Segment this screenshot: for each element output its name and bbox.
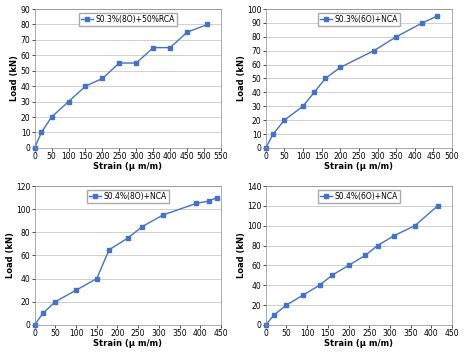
S0.4%(8O)+NCA (53, 299, 58, 304)
S0.3%(8O)+50%RCA (100, 76, 105, 81)
S0.3%(6O)+NCA (270, 132, 276, 136)
X-axis label: Strain (μ m/m): Strain (μ m/m) (93, 339, 162, 348)
S0.3%(8O)+50%RCA (66, 99, 71, 104)
S0.4%(8O)+NCA (206, 199, 212, 203)
Legend: S0.4%(6O)+NCA: S0.4%(6O)+NCA (318, 190, 400, 204)
S0.4%(6O)+NCA (346, 263, 352, 268)
S0.3%(6O)+NCA (419, 21, 425, 25)
S0.3%(8O)+50%RCA (205, 22, 210, 27)
S0.4%(6O)+NCA (329, 273, 335, 278)
S0.3%(6O)+NCA (300, 104, 306, 108)
Line: S0.3%(8O)+50%RCA: S0.3%(8O)+50%RCA (33, 23, 209, 150)
S0.4%(8O)+NCA (125, 236, 131, 240)
S0.4%(6O)+NCA (435, 204, 440, 208)
S0.3%(8O)+50%RCA (151, 46, 156, 50)
Line: S0.4%(8O)+NCA: S0.4%(8O)+NCA (33, 196, 219, 327)
S0.4%(8O)+NCA (32, 323, 37, 327)
S0.4%(6O)+NCA (271, 313, 277, 317)
X-axis label: Strain (μ m/m): Strain (μ m/m) (325, 339, 393, 348)
S0.3%(6O)+NCA (282, 118, 287, 122)
S0.4%(6O)+NCA (375, 244, 380, 248)
S0.3%(6O)+NCA (371, 48, 377, 53)
Y-axis label: Load (kN): Load (kN) (6, 233, 14, 278)
Legend: S0.3%(6O)+NCA: S0.3%(6O)+NCA (318, 13, 400, 27)
S0.3%(8O)+50%RCA (49, 115, 54, 119)
S0.4%(8O)+NCA (140, 224, 145, 229)
S0.3%(6O)+NCA (312, 90, 317, 95)
Y-axis label: Load (kN): Load (kN) (10, 56, 20, 101)
X-axis label: Strain (μ m/m): Strain (μ m/m) (325, 162, 393, 171)
S0.4%(6O)+NCA (392, 234, 397, 238)
Line: S0.3%(6O)+NCA: S0.3%(6O)+NCA (264, 14, 439, 150)
S0.3%(8O)+50%RCA (32, 146, 37, 150)
S0.4%(8O)+NCA (73, 288, 79, 292)
Legend: S0.3%(8O)+50%RCA: S0.3%(8O)+50%RCA (79, 13, 177, 27)
S0.3%(8O)+50%RCA (117, 61, 122, 65)
S0.3%(6O)+NCA (263, 146, 268, 150)
S0.3%(8O)+50%RCA (83, 84, 88, 88)
S0.4%(8O)+NCA (214, 195, 219, 200)
Line: S0.4%(6O)+NCA: S0.4%(6O)+NCA (264, 204, 439, 327)
S0.4%(8O)+NCA (160, 213, 166, 217)
Legend: S0.4%(8O)+NCA: S0.4%(8O)+NCA (87, 190, 169, 204)
S0.3%(6O)+NCA (338, 65, 343, 69)
S0.4%(6O)+NCA (284, 303, 289, 307)
S0.3%(8O)+50%RCA (184, 30, 190, 34)
S0.4%(6O)+NCA (362, 253, 368, 258)
S0.4%(8O)+NCA (106, 247, 112, 252)
S0.4%(6O)+NCA (412, 224, 418, 228)
S0.3%(8O)+50%RCA (39, 130, 44, 135)
Y-axis label: Load (kN): Load (kN) (237, 233, 246, 278)
S0.4%(6O)+NCA (317, 283, 322, 287)
S0.3%(6O)+NCA (393, 35, 399, 39)
S0.3%(6O)+NCA (434, 14, 440, 18)
S0.3%(6O)+NCA (323, 76, 328, 81)
S0.4%(6O)+NCA (263, 323, 268, 327)
Y-axis label: Load (kN): Load (kN) (237, 56, 246, 101)
S0.4%(8O)+NCA (40, 311, 46, 315)
S0.4%(8O)+NCA (193, 201, 199, 206)
X-axis label: Strain (μ m/m): Strain (μ m/m) (93, 162, 162, 171)
S0.4%(8O)+NCA (94, 276, 100, 281)
S0.3%(8O)+50%RCA (167, 46, 173, 50)
S0.3%(8O)+50%RCA (133, 61, 139, 65)
S0.4%(6O)+NCA (300, 293, 306, 297)
